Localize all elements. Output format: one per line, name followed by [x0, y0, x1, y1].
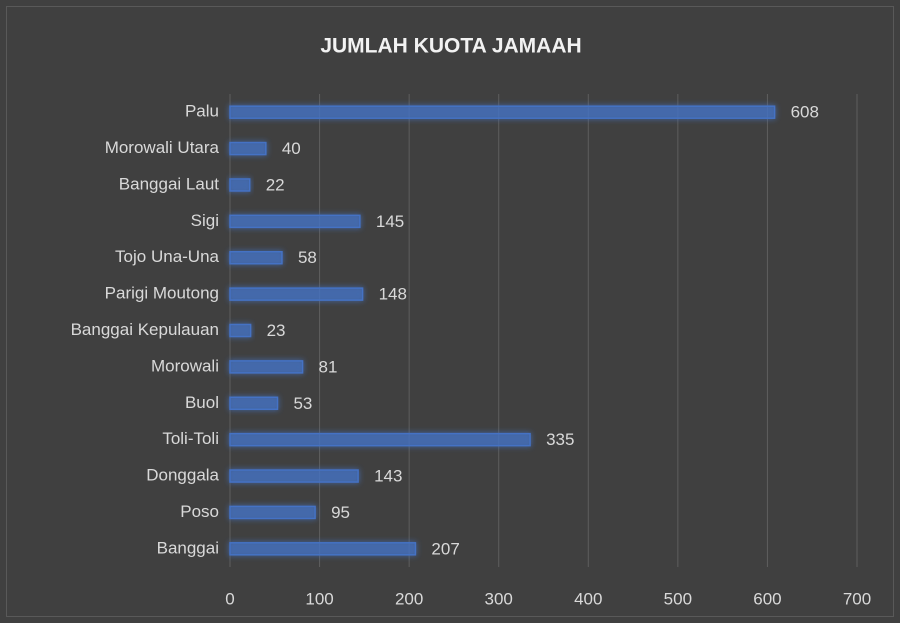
y-tick-label: Banggai: [157, 538, 219, 557]
x-tick-label: 100: [305, 589, 333, 608]
data-label: 148: [379, 285, 407, 304]
x-tick-label: 700: [843, 589, 871, 608]
bar: [229, 396, 279, 411]
data-label: 23: [267, 321, 286, 340]
x-tick-label: 500: [664, 589, 692, 608]
y-tick-label: Buol: [185, 393, 219, 412]
y-tick-label: Parigi Moutong: [105, 284, 219, 303]
bar: [229, 287, 364, 301]
x-tick-label: 300: [485, 589, 513, 608]
bar: [229, 542, 417, 556]
data-label: 95: [331, 503, 350, 522]
y-tick-label: Morowali: [151, 356, 219, 375]
bar: [229, 323, 252, 338]
data-label: 608: [791, 103, 819, 122]
bar: [229, 469, 359, 483]
y-tick-label: Poso: [180, 502, 219, 521]
x-tick-label: 600: [753, 589, 781, 608]
data-label: 81: [319, 357, 338, 376]
y-tick-label: Tojo Una-Una: [115, 247, 219, 266]
bar: [229, 505, 316, 520]
chart-border: [6, 6, 894, 617]
bar: [229, 105, 776, 119]
y-tick-label: Banggai Laut: [119, 174, 219, 193]
y-tick-label: Sigi: [191, 211, 219, 230]
y-tick-label: Toli-Toli: [162, 429, 219, 448]
data-label: 40: [282, 139, 301, 158]
y-tick-label: Banggai Kepulauan: [71, 320, 219, 339]
x-tick-label: 0: [225, 589, 234, 608]
bar: [229, 214, 361, 229]
y-tick-label: Morowali Utara: [105, 138, 220, 157]
y-tick-label: Palu: [185, 102, 219, 121]
x-tick-label: 400: [574, 589, 602, 608]
data-label: 207: [431, 539, 459, 558]
x-tick-label: 200: [395, 589, 423, 608]
data-label: 335: [546, 430, 574, 449]
chart-title: JUMLAH KUOTA JAMAAH: [320, 35, 581, 58]
bar: [229, 141, 267, 156]
bar: [229, 432, 531, 447]
data-label: 58: [298, 248, 317, 267]
data-label: 22: [266, 175, 285, 194]
bar: [229, 360, 304, 374]
data-label: 143: [374, 467, 402, 486]
y-tick-label: Donggala: [146, 466, 219, 485]
bar: [229, 250, 283, 265]
bar: [229, 178, 251, 192]
data-label: 53: [293, 394, 312, 413]
data-label: 145: [376, 212, 404, 231]
